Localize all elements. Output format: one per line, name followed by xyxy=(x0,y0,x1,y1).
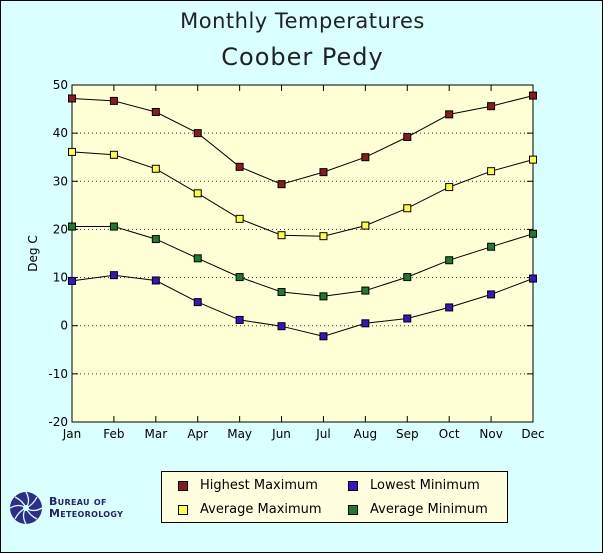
data-point-0-7 xyxy=(361,153,370,162)
data-point-2-10 xyxy=(487,242,496,251)
y-tick-label: -20 xyxy=(48,415,68,429)
x-tick-label: Sep xyxy=(396,427,419,441)
legend-swatch-average-maximum xyxy=(178,504,188,515)
plot-area xyxy=(72,85,533,422)
data-point-3-11 xyxy=(529,274,537,283)
data-point-3-6 xyxy=(319,332,328,341)
legend-label-highest-maximum: Highest Maximum xyxy=(200,478,318,493)
legend-swatch-lowest-minimum xyxy=(348,480,358,491)
data-point-3-2 xyxy=(151,276,160,285)
x-tick-label: Feb xyxy=(103,427,124,441)
data-point-3-9 xyxy=(445,303,454,312)
data-point-2-3 xyxy=(193,254,202,263)
chart-subtitle: Coober Pedy xyxy=(221,43,384,71)
data-point-0-9 xyxy=(445,110,454,119)
data-point-0-5 xyxy=(277,180,286,189)
data-point-1-1 xyxy=(109,150,118,159)
y-axis-label: Deg C xyxy=(26,235,40,271)
data-point-0-3 xyxy=(193,129,202,138)
data-point-3-1 xyxy=(109,271,118,280)
data-point-2-9 xyxy=(445,256,454,265)
data-point-2-4 xyxy=(235,273,244,282)
y-tick-label: 20 xyxy=(53,222,68,236)
data-point-2-7 xyxy=(361,286,370,295)
bureau-logo: Bureau of Meteorology xyxy=(9,491,123,525)
data-point-3-7 xyxy=(361,319,370,328)
chart-title: Monthly Temperatures xyxy=(180,9,425,33)
data-point-0-10 xyxy=(487,102,496,111)
data-point-0-0 xyxy=(68,94,76,103)
data-point-3-3 xyxy=(193,298,202,307)
data-point-3-4 xyxy=(235,315,244,324)
data-point-1-0 xyxy=(68,147,76,156)
data-point-3-10 xyxy=(487,290,496,299)
data-point-1-7 xyxy=(361,221,370,230)
x-tick-label: Jun xyxy=(271,427,291,441)
data-point-2-0 xyxy=(68,222,76,231)
data-point-2-8 xyxy=(403,273,412,282)
x-tick-label: May xyxy=(227,427,252,441)
series-line-1 xyxy=(71,151,534,237)
chart-legend: Highest Maximum Lowest Minimum Average M… xyxy=(161,471,508,523)
data-point-1-10 xyxy=(487,167,496,176)
series-line-0 xyxy=(71,95,534,185)
data-point-1-5 xyxy=(277,231,286,240)
data-point-0-2 xyxy=(151,107,160,116)
legend-label-average-maximum: Average Maximum xyxy=(200,502,322,517)
logo-line-2: Meteorology xyxy=(49,507,124,520)
y-tick-label: 40 xyxy=(53,126,68,140)
y-tick-label: 50 xyxy=(53,78,68,92)
data-point-1-8 xyxy=(403,204,412,213)
data-point-1-3 xyxy=(193,189,202,198)
data-point-0-1 xyxy=(109,96,118,105)
legend-swatch-average-minimum xyxy=(348,504,358,515)
data-point-1-4 xyxy=(235,214,244,223)
x-tick-label: Aug xyxy=(354,427,377,441)
x-tick-label: Apr xyxy=(187,427,208,441)
x-tick-label: Mar xyxy=(144,427,167,441)
data-point-2-2 xyxy=(151,235,160,244)
legend-label-average-minimum: Average Minimum xyxy=(370,502,488,517)
data-point-1-2 xyxy=(151,164,160,173)
x-tick-label: Oct xyxy=(439,427,460,441)
data-point-2-11 xyxy=(529,229,537,238)
y-tick-label: -10 xyxy=(48,367,68,381)
data-point-1-9 xyxy=(445,183,454,192)
x-tick-label: Nov xyxy=(479,427,502,441)
data-point-0-6 xyxy=(319,168,328,177)
y-tick-label: 0 xyxy=(60,319,68,333)
x-tick-label: Jul xyxy=(315,427,330,441)
data-point-2-1 xyxy=(109,222,118,231)
y-tick-label: 10 xyxy=(53,271,68,285)
legend-swatch-highest-maximum xyxy=(178,480,188,491)
plot-border xyxy=(71,84,534,423)
y-tick-label: 30 xyxy=(53,174,68,188)
x-tick-label: Dec xyxy=(521,427,544,441)
legend-item-highest-maximum: Highest Maximum xyxy=(178,478,318,493)
legend-label-lowest-minimum: Lowest Minimum xyxy=(370,478,480,493)
data-point-3-5 xyxy=(277,322,286,331)
legend-item-lowest-minimum: Lowest Minimum xyxy=(348,478,480,493)
data-point-1-6 xyxy=(319,232,328,241)
series-line-2 xyxy=(72,226,534,297)
data-point-2-5 xyxy=(277,288,286,297)
data-point-0-11 xyxy=(529,91,537,100)
series-line-3 xyxy=(71,274,534,337)
data-point-0-4 xyxy=(235,162,244,171)
data-point-2-6 xyxy=(319,292,328,301)
data-point-0-8 xyxy=(403,132,412,141)
data-point-3-0 xyxy=(68,276,76,285)
legend-item-average-minimum: Average Minimum xyxy=(348,502,488,517)
bureau-logo-icon xyxy=(9,491,43,525)
legend-item-average-maximum: Average Maximum xyxy=(178,502,322,517)
data-point-3-8 xyxy=(403,314,412,323)
x-tick-label: Jan xyxy=(62,427,82,441)
data-point-1-11 xyxy=(529,155,537,164)
logo-line-1: Bureau of xyxy=(49,495,107,508)
